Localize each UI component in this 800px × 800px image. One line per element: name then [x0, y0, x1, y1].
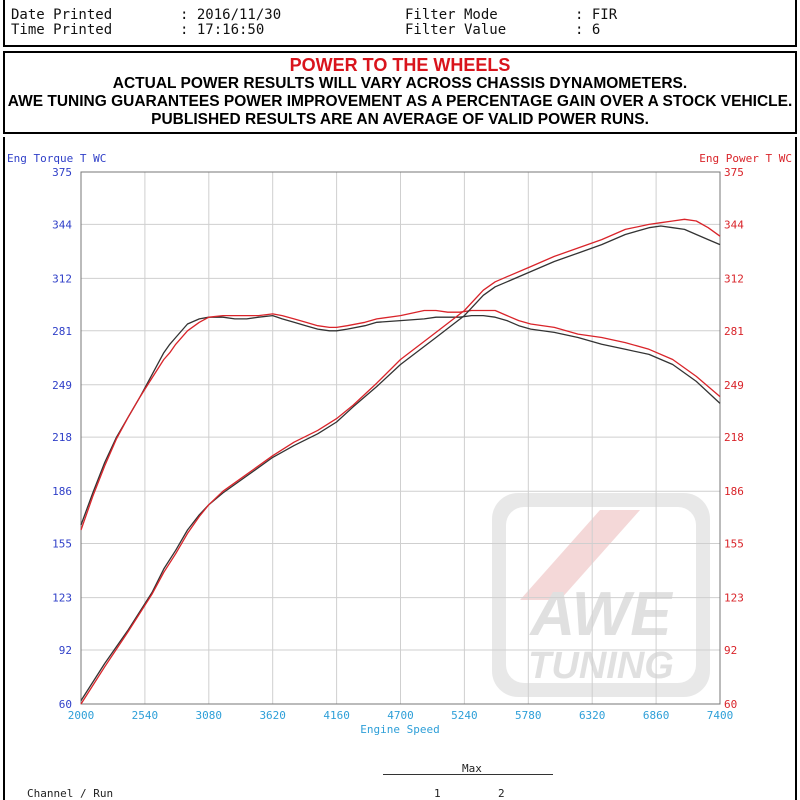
series-power-run-2 — [80, 218, 721, 705]
right-y-tick-label: 186 — [724, 485, 744, 498]
run-2-label: 2 — [498, 787, 505, 800]
watermark-text-tuning: TUNING — [528, 645, 674, 687]
series-power-run-1 — [80, 225, 721, 701]
x-tick-label: 7400 — [707, 709, 734, 722]
x-tick-label: 5240 — [451, 709, 478, 722]
right-y-tick-label: 249 — [724, 379, 744, 392]
left-y-tick-label: 312 — [52, 272, 72, 285]
series-torque-run-1 — [80, 314, 721, 526]
right-y-tick-label: 281 — [724, 325, 744, 338]
watermark-red-stripe — [520, 510, 640, 600]
watermark-badge-inner — [506, 507, 696, 683]
left-y-tick-label: 218 — [52, 431, 72, 444]
right-y-tick-label: 60 — [724, 698, 737, 711]
channel-run-label: Channel / Run — [27, 787, 114, 800]
print-info-header — [3, 0, 797, 47]
run-1-label: 1 — [434, 787, 441, 800]
date-printed-value: : 2016/11/30 — [180, 7, 282, 23]
x-tick-label: 2540 — [132, 709, 159, 722]
x-tick-label: 4160 — [323, 709, 350, 722]
plot-area-border — [80, 171, 721, 705]
left-y-tick-label: 249 — [52, 379, 72, 392]
x-tick-label: 5780 — [515, 709, 542, 722]
banner-title: POWER TO THE WHEELS — [289, 55, 511, 75]
filter-value-value: : 6 — [575, 22, 601, 38]
chart-grid — [81, 172, 720, 704]
left-y-tick-label: 281 — [52, 325, 72, 338]
left-y-tick-label: 375 — [52, 166, 72, 179]
left-y-tick-label: 123 — [52, 592, 72, 605]
chart-frame — [3, 137, 797, 800]
left-y-tick-label: 60 — [59, 698, 72, 711]
time-printed-value: : 17:16:50 — [180, 22, 265, 38]
banner-line-3: PUBLISHED RESULTS ARE AN AVERAGE OF VALI… — [151, 111, 649, 128]
awe-tuning-watermark: AWE TUNING — [492, 493, 710, 697]
x-tick-label: 3080 — [196, 709, 223, 722]
series-torque-run-2 — [80, 309, 721, 531]
max-label: Max — [462, 762, 482, 775]
date-printed-label: Date Printed — [11, 7, 113, 23]
right-y-tick-label: 344 — [724, 218, 744, 231]
right-y-tick-label: 155 — [724, 538, 744, 551]
x-axis-label: Engine Speed — [360, 723, 439, 736]
time-printed-label: Time Printed — [11, 22, 113, 38]
right-y-tick-label: 92 — [724, 644, 737, 657]
chart-series — [80, 218, 721, 705]
right-y-tick-label: 375 — [724, 166, 744, 179]
left-y-tick-label: 155 — [52, 538, 72, 551]
filter-mode-label: Filter Mode — [405, 7, 498, 23]
x-tick-label: 3620 — [259, 709, 286, 722]
right-axis-label: Eng Power T WC — [699, 152, 792, 165]
left-axis-label: Eng Torque T WC — [7, 152, 106, 165]
watermark-text-awe: AWE — [528, 580, 673, 649]
right-y-tick-label: 123 — [724, 592, 744, 605]
x-tick-label: 4700 — [387, 709, 414, 722]
banner-line-2: AWE TUNING GUARANTEES POWER IMPROVEMENT … — [7, 93, 793, 110]
max-divider — [383, 774, 553, 775]
x-tick-label: 6860 — [643, 709, 670, 722]
filter-mode-value: : FIR — [575, 7, 618, 23]
x-tick-label: 2000 — [68, 709, 95, 722]
left-y-tick-label: 92 — [59, 644, 72, 657]
right-y-tick-label: 312 — [724, 272, 744, 285]
filter-value-label: Filter Value — [405, 22, 507, 38]
right-y-tick-label: 218 — [724, 431, 744, 444]
left-y-tick-label: 344 — [52, 218, 72, 231]
chart-ticks: 2000 2540 3080 3620 4160 4700 5240 5780 6320 6860… — [52, 166, 744, 722]
banner-line-1: ACTUAL POWER RESULTS WILL VARY ACROSS CH… — [112, 75, 688, 92]
left-y-tick-label: 186 — [52, 485, 72, 498]
x-tick-label: 6320 — [579, 709, 606, 722]
disclaimer-banner: POWER TO THE WHEELS ACTUAL POWER RESULTS… — [3, 51, 797, 134]
